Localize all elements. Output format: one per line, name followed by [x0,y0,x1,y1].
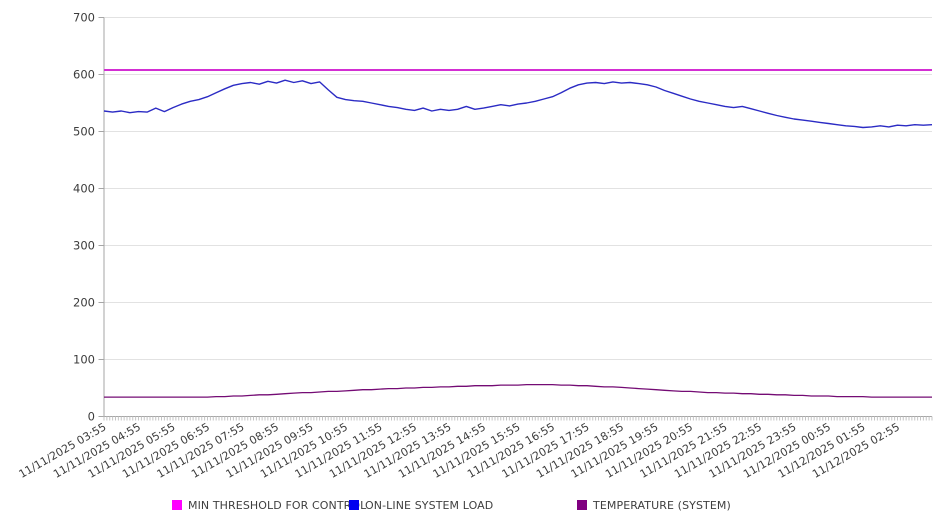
legend-label-temperature: TEMPERATURE (SYSTEM) [593,498,731,512]
legend-label-system-load: ON-LINE SYSTEM LOAD [365,498,494,512]
y-tick-label: 600 [73,68,95,82]
y-tick-label: 500 [73,125,95,139]
series-line-2 [104,383,932,398]
min-threshold-swatch-icon [172,500,182,510]
y-tick-label: 700 [73,11,95,25]
legend-item-min-threshold: MIN THRESHOLD FOR CONTROL [172,497,366,513]
temperature-swatch-icon [577,500,587,510]
chart-legend: MIN THRESHOLD FOR CONTROL ON-LINE SYSTEM… [0,497,946,515]
y-tick-label: 0 [88,410,95,424]
y-tick-label: 300 [73,239,95,253]
legend-item-temperature: TEMPERATURE (SYSTEM) [577,497,731,513]
system-load-swatch-icon [349,500,359,510]
y-tick-label: 400 [73,182,95,196]
legend-item-system-load: ON-LINE SYSTEM LOAD [349,497,493,513]
legend-label-min-threshold: MIN THRESHOLD FOR CONTROL [188,498,367,512]
y-tick-label: 100 [73,353,95,367]
series-line-1 [103,79,933,129]
y-tick-label: 200 [73,296,95,310]
